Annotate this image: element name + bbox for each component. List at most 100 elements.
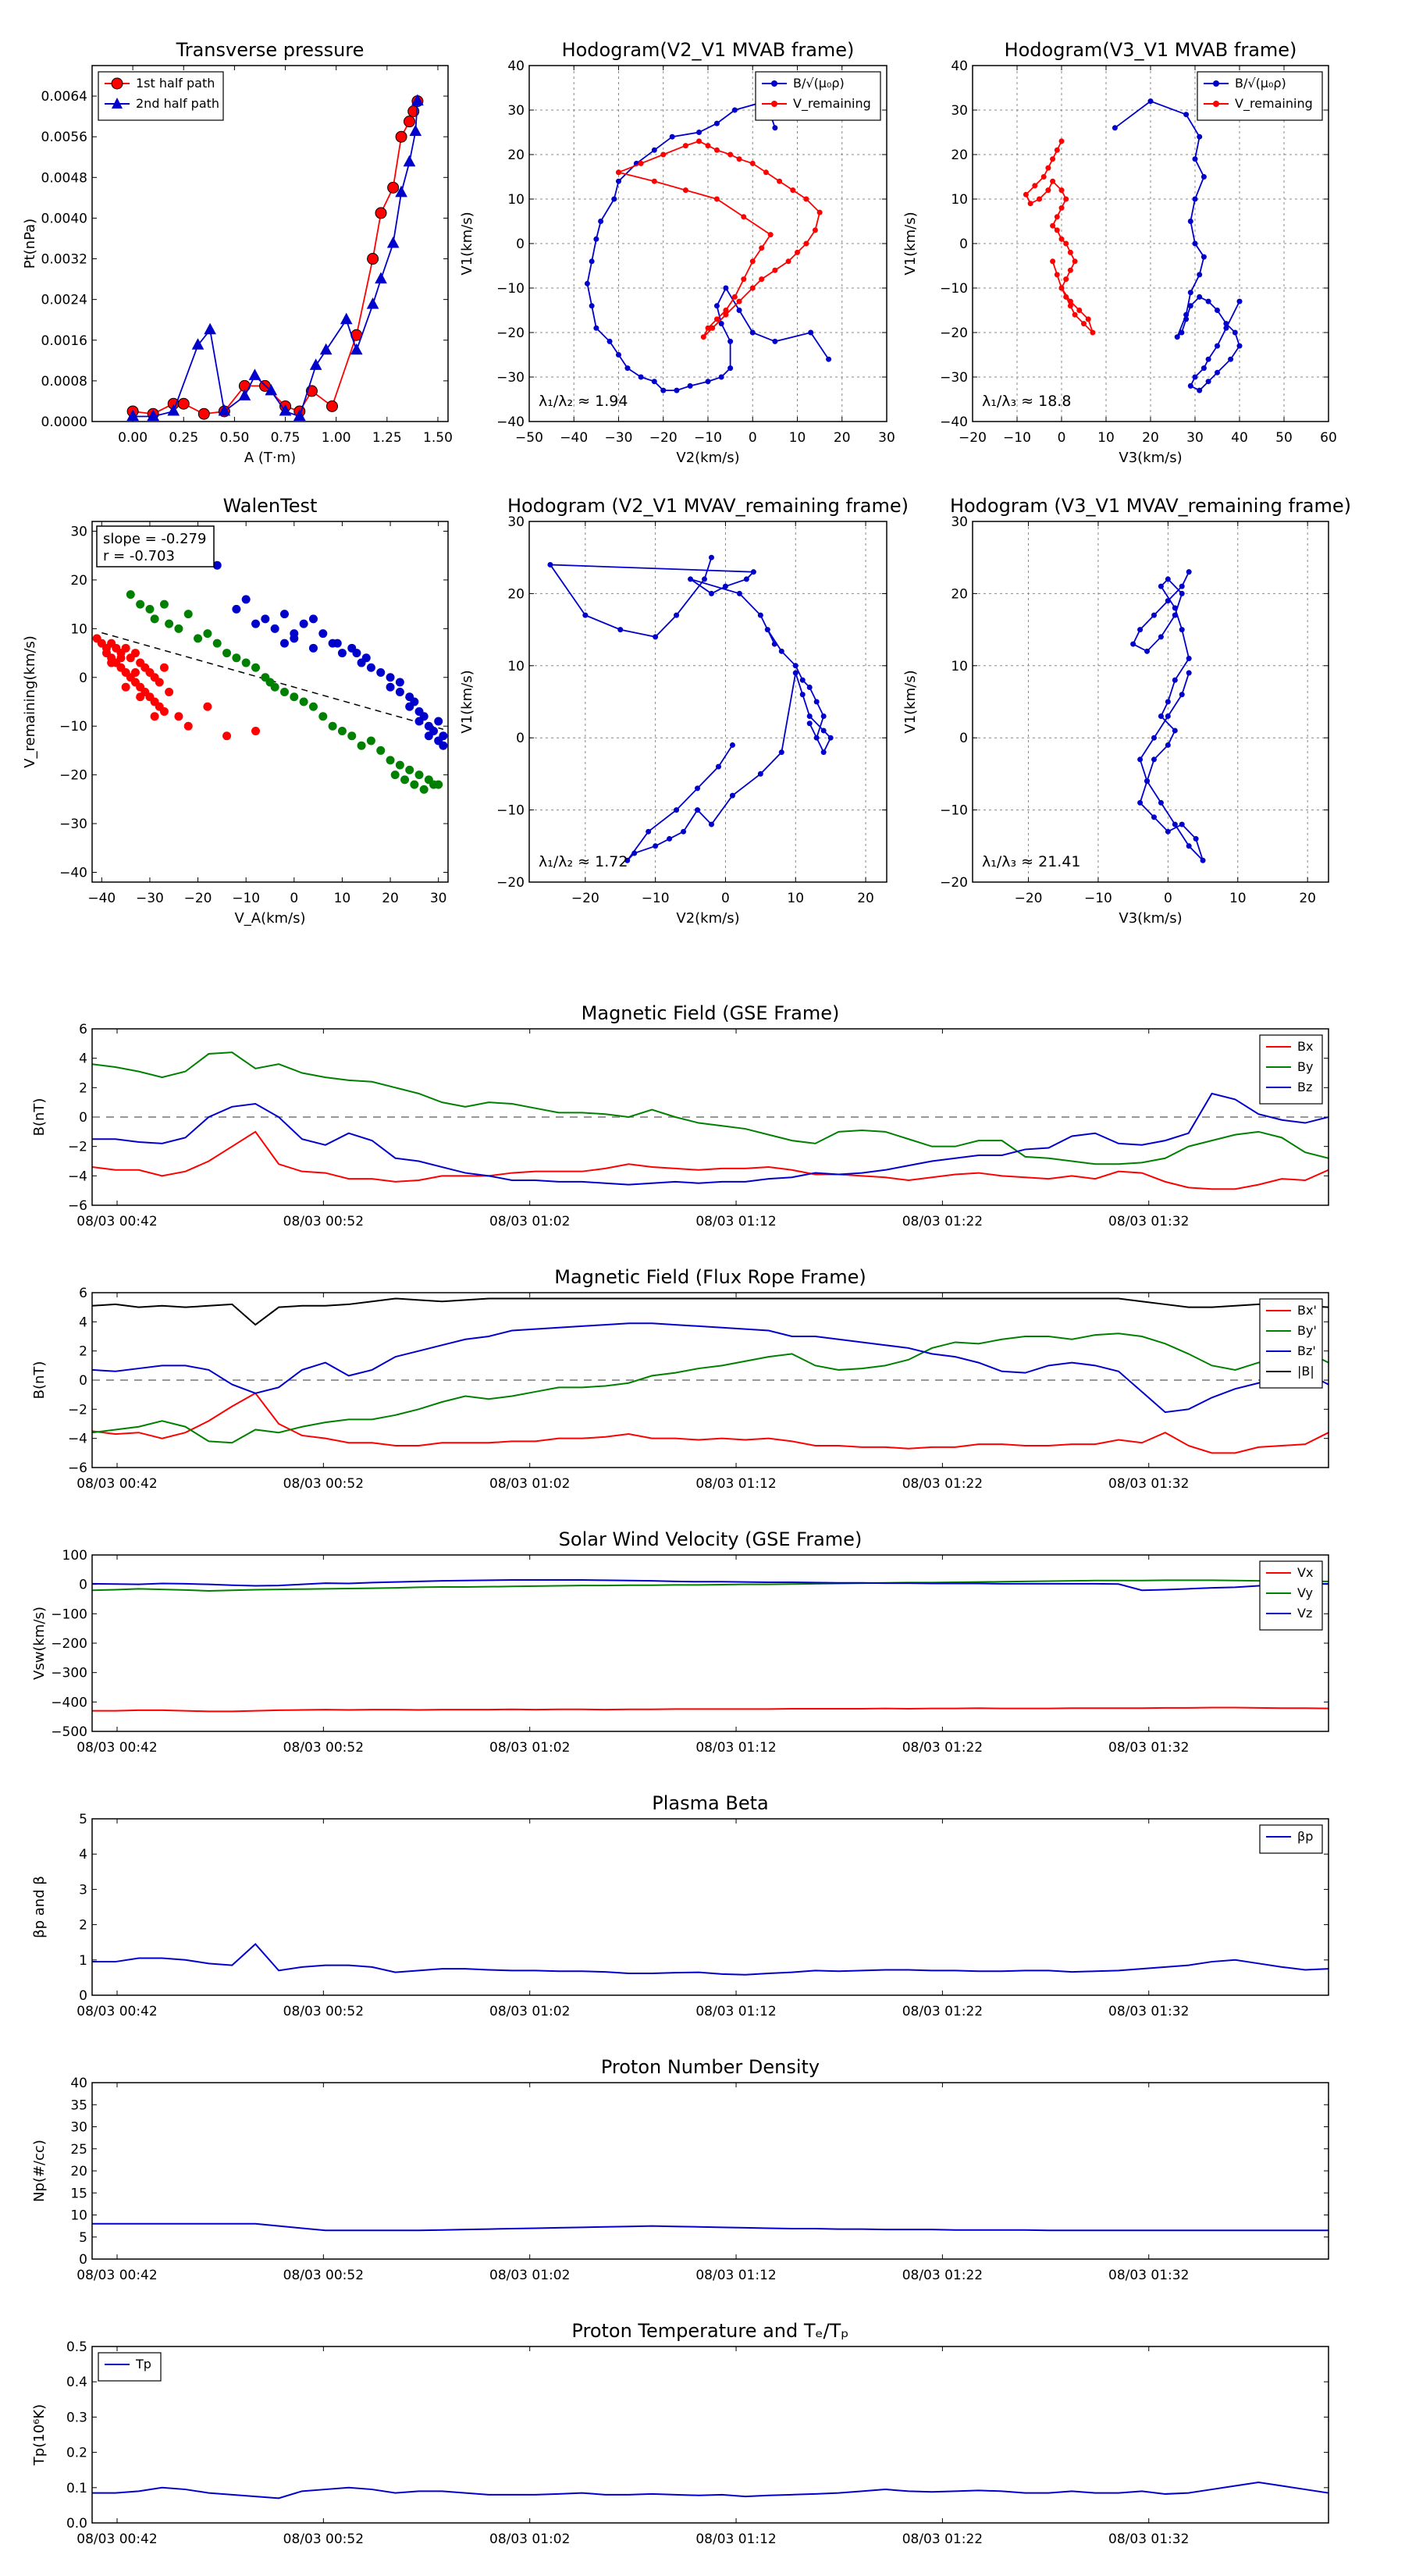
y-tick-label: 20 — [507, 148, 525, 163]
x-tick-label: 10 — [787, 891, 804, 906]
data-point — [279, 404, 292, 416]
data-point — [1223, 321, 1229, 327]
x-tick-label: 10 — [334, 891, 351, 906]
x-tick-label: 08/03 00:42 — [76, 1476, 157, 1492]
x-tick-label: 10 — [1097, 430, 1115, 446]
y-axis-label: V1(km/s) — [902, 670, 919, 733]
data-point — [395, 130, 407, 143]
plot-frame — [91, 1028, 1329, 1206]
data-point — [1186, 656, 1192, 662]
plot-frame — [972, 521, 1329, 883]
y-tick-label: 0 — [79, 1578, 87, 1593]
y-tick-label: −300 — [51, 1666, 87, 1681]
data-point — [308, 643, 318, 653]
x-tick-label: −10 — [232, 891, 260, 906]
data-point — [1186, 670, 1192, 676]
y-tick-label: 40 — [507, 59, 525, 74]
y-tick-label: 0 — [959, 731, 968, 746]
y-tick-label: 10 — [951, 192, 968, 208]
data-point — [696, 138, 702, 144]
legend-marker — [111, 77, 123, 90]
series-line — [92, 1051, 1329, 1165]
data-point — [328, 721, 337, 731]
x-tick-label: 08/03 00:52 — [283, 1740, 364, 1756]
data-point — [646, 828, 652, 834]
x-tick-label: 08/03 00:42 — [76, 2004, 157, 2019]
x-tick-label: 08/03 00:52 — [283, 1214, 364, 1229]
legend-label: Bz — [1297, 1080, 1312, 1094]
data-point — [1172, 605, 1178, 611]
y-tick-label: 0 — [79, 1110, 87, 1126]
x-tick-label: 08/03 01:32 — [1108, 1740, 1189, 1756]
data-point — [419, 712, 429, 721]
data-point — [1137, 799, 1144, 806]
data-point — [1179, 590, 1185, 596]
data-point — [778, 648, 784, 654]
x-tick-label: 0 — [1058, 430, 1066, 446]
y-tick-label: 0 — [79, 671, 87, 686]
plot-area — [126, 94, 424, 421]
data-point — [759, 276, 765, 283]
data-point — [308, 614, 318, 624]
x-tick-label: 1.25 — [372, 430, 402, 446]
data-point — [803, 196, 809, 202]
data-point — [589, 303, 595, 309]
data-point — [159, 663, 169, 672]
data-point — [1165, 699, 1171, 705]
data-point — [1197, 272, 1203, 278]
x-tick-label: 20 — [1299, 891, 1316, 906]
data-point — [1081, 321, 1087, 327]
y-tick-label: 0.0016 — [41, 333, 87, 349]
data-point — [279, 639, 289, 648]
y-tick-label: 30 — [70, 2120, 87, 2136]
data-point — [763, 169, 769, 176]
data-point — [337, 649, 347, 658]
y-axis-label: V1(km/s) — [459, 670, 475, 733]
data-point — [429, 780, 439, 789]
data-point — [1067, 303, 1073, 309]
data-point — [366, 297, 379, 309]
x-tick-label: 08/03 01:12 — [695, 1214, 776, 1229]
data-point — [1058, 285, 1065, 291]
data-point — [1027, 201, 1033, 207]
data-point — [772, 125, 778, 131]
series-line — [92, 1579, 1329, 1592]
data-point — [710, 325, 716, 331]
data-point — [290, 629, 299, 639]
data-point — [1200, 365, 1207, 372]
y-tick-label: 6 — [79, 1286, 87, 1301]
data-point — [616, 352, 621, 358]
x-tick-label: −10 — [694, 430, 722, 446]
data-point — [696, 130, 702, 135]
series-line — [92, 1392, 1329, 1454]
data-point — [218, 404, 231, 416]
data-point — [150, 712, 159, 721]
annotation-text: λ₁/λ₂ ≈ 1.72 — [539, 853, 628, 870]
data-point — [1058, 187, 1065, 194]
data-point — [390, 770, 400, 780]
data-point — [232, 604, 241, 614]
data-point — [126, 409, 139, 421]
data-point — [251, 663, 261, 672]
x-tick-label: 08/03 01:02 — [489, 1740, 570, 1756]
data-point — [593, 325, 599, 331]
x-tick-label: 0 — [1164, 891, 1172, 906]
data-point — [212, 560, 222, 570]
data-point — [1179, 329, 1185, 336]
data-point — [1037, 196, 1042, 202]
data-point — [1172, 728, 1178, 734]
plot-area — [1023, 98, 1243, 393]
data-point — [1183, 311, 1190, 318]
plot-area — [92, 1051, 1329, 1190]
y-axis-label: V1(km/s) — [902, 212, 919, 275]
y-axis-label: V_remaining(km/s) — [22, 635, 38, 768]
x-tick-label: −10 — [642, 891, 670, 906]
data-point — [743, 576, 749, 582]
data-point — [130, 649, 140, 658]
y-axis-label: βp and β — [31, 1876, 48, 1938]
y-axis-label: Np(#/cc) — [31, 2140, 48, 2202]
data-point — [547, 561, 553, 568]
data-point — [1050, 258, 1056, 265]
data-point — [386, 673, 395, 682]
data-point — [638, 374, 644, 380]
